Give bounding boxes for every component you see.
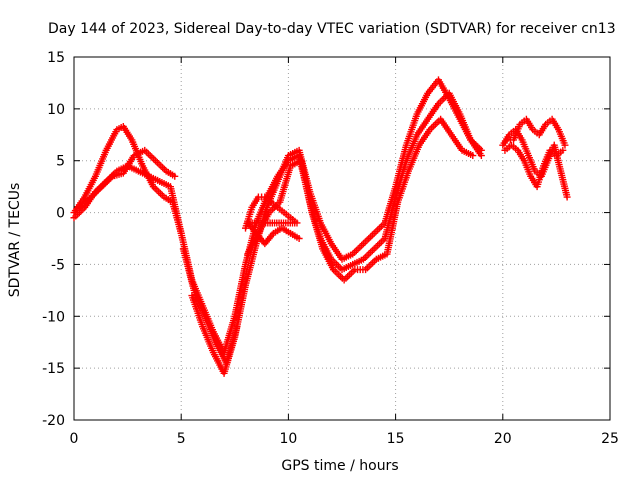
plot-frame [73, 56, 611, 421]
x-tick-label: 5 [177, 431, 186, 447]
y-axis-label: SDTVAR / TECUs [7, 183, 23, 298]
x-tick-labels: 0 5 10 15 20 25 [70, 431, 619, 447]
x-tick-label: 20 [494, 431, 512, 447]
data-point [469, 152, 477, 160]
data-point [559, 146, 567, 154]
y-tick-label: 10 [47, 102, 65, 118]
x-tick-label: 0 [70, 431, 79, 447]
y-tick-label: -20 [42, 413, 65, 429]
y-tick-labels: 15 10 5 0 -5 -10 -15 -20 [42, 50, 65, 429]
data-layer [70, 76, 571, 377]
y-tick-label: 5 [56, 154, 65, 170]
y-tick-label: -10 [42, 309, 65, 325]
ticks-layer [73, 56, 611, 421]
grid-layer [74, 57, 610, 420]
x-tick-label: 15 [387, 431, 405, 447]
data-point [233, 323, 241, 331]
x-axis-label: GPS time / hours [281, 458, 398, 474]
y-tick-label: -15 [42, 361, 65, 377]
chart-title: Day 144 of 2023, Sidereal Day-to-day VTE… [48, 21, 616, 37]
data-point [477, 152, 485, 160]
data-point [561, 141, 569, 149]
y-tick-label: 0 [56, 206, 65, 222]
data-point [295, 235, 303, 242]
data-point [171, 172, 179, 180]
x-tick-label: 25 [601, 431, 619, 447]
data-point [563, 193, 571, 201]
y-tick-label: -5 [51, 257, 65, 273]
y-tick-label: 15 [47, 50, 65, 66]
x-tick-label: 10 [279, 431, 297, 447]
